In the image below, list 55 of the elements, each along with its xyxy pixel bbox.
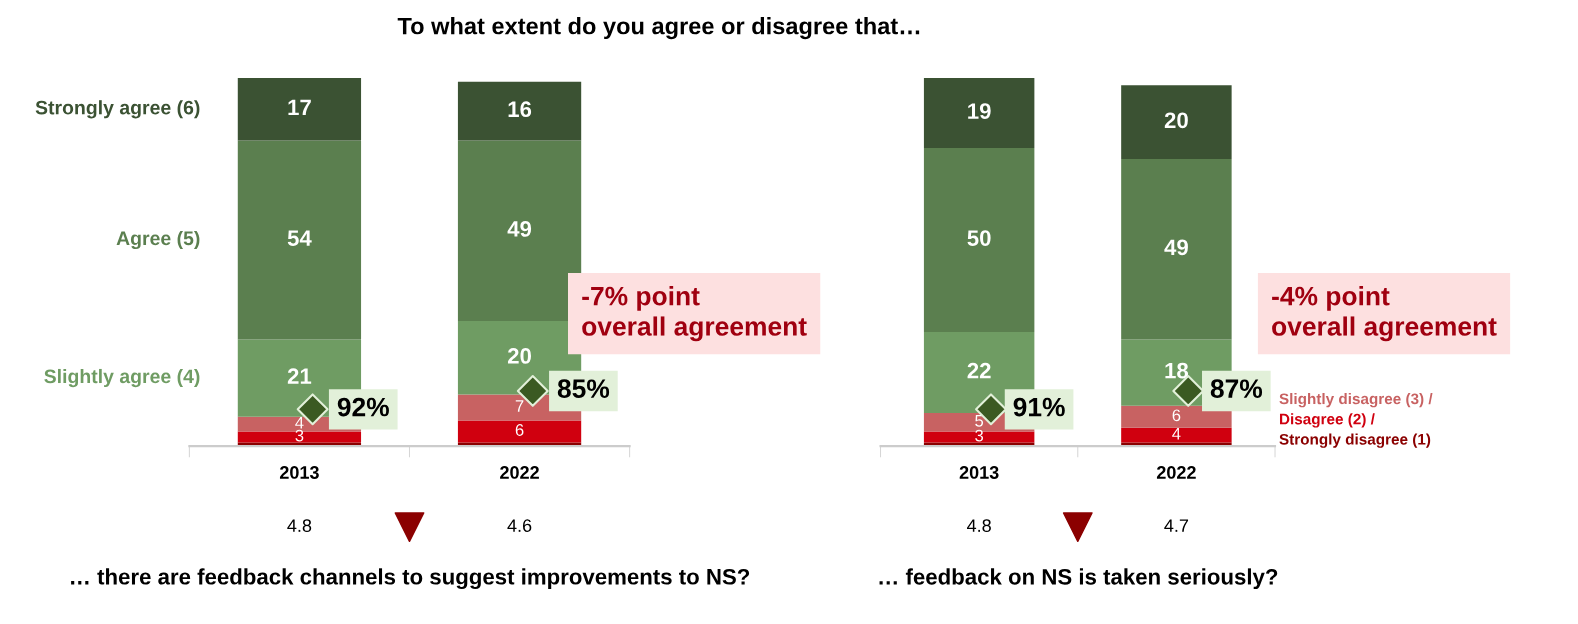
bar [237, 140, 362, 340]
bar [1121, 159, 1232, 340]
bar [1121, 85, 1232, 159]
data-label: 54 [287, 230, 312, 246]
chart-title: To what extent do you agree or disagree that… [397, 17, 920, 40]
series-label: Slightly agree (4) [44, 368, 200, 388]
text: 4.6 [507, 519, 532, 532]
bar [923, 78, 1035, 148]
text: 4.7 [1164, 519, 1189, 532]
bar [457, 81, 582, 141]
bar [923, 147, 1035, 333]
data-label: 5 [975, 415, 984, 427]
x-axis-title: … feedback on NS is taken seriously? [879, 568, 1278, 590]
annotation: -4% point overall agreement [1272, 286, 1497, 342]
bar [457, 420, 582, 443]
data-label: 20 [1164, 112, 1188, 129]
bar [237, 78, 362, 141]
data-label: 6 [515, 424, 524, 436]
data-label: 19 [968, 103, 991, 119]
data-label: 4 [295, 416, 304, 429]
data-label: 6 [1172, 409, 1181, 422]
annotation: 85% [557, 379, 610, 399]
data-label: 20 [507, 348, 532, 364]
text: Strongly disagree (1) [1279, 433, 1431, 448]
x-tick-label: 2013 [279, 466, 319, 479]
data-label: 21 [287, 368, 312, 384]
bar [923, 431, 1035, 443]
data-label: 3 [975, 429, 984, 442]
data-label: 49 [1164, 239, 1188, 256]
data-label: 49 [507, 221, 532, 237]
bar [457, 140, 582, 321]
text: 4.8 [287, 519, 312, 532]
bar [1121, 405, 1232, 428]
data-label: 3 [295, 429, 304, 442]
text: Disagree (2) / [1279, 413, 1375, 428]
data-label: 22 [967, 362, 991, 379]
data-label: 7 [515, 400, 524, 412]
annotation: -7% point overall agreement [582, 286, 807, 342]
data-label: 16 [508, 101, 532, 118]
data-label: 18 [1165, 362, 1189, 379]
x-tick-label: 2022 [500, 466, 539, 479]
series-label: Agree (5) [116, 230, 200, 250]
data-label: 50 [967, 230, 991, 246]
annotation: 91% [1013, 397, 1065, 417]
annotation: 87% [1210, 379, 1263, 399]
text: 4.8 [967, 519, 991, 532]
x-axis-title: … there are feedback channels to suggest improvements to NS? [71, 568, 750, 590]
text: Slightly disagree (3) / [1279, 392, 1433, 408]
series-label: Strongly agree (6) [35, 100, 200, 119]
x-tick-label: 2013 [959, 466, 999, 479]
data-label: 17 [288, 99, 311, 116]
bar [1121, 427, 1232, 443]
data-label: 4 [1172, 427, 1181, 440]
x-tick-label: 2022 [1156, 466, 1196, 479]
annotation: 92% [337, 397, 389, 417]
